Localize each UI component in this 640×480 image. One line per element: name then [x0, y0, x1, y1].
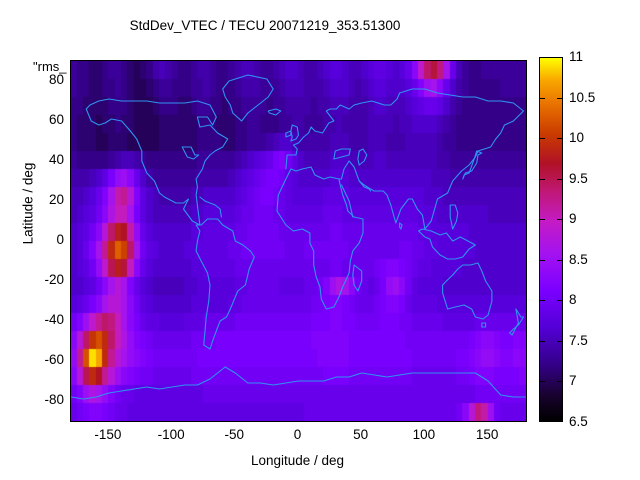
colorbar-tick-label: 10.5 [569, 89, 596, 105]
colorbar-tick-mark [539, 138, 545, 140]
colorbar-tick-mark [539, 97, 545, 99]
y-tick-label: -60 [44, 352, 64, 367]
page-title: StdDev_VTEC / TECU 20071219_353.51300 [129, 18, 401, 33]
x-tick-label: 0 [293, 427, 302, 442]
y-tick-label: 0 [56, 232, 64, 247]
map-plot-area[interactable] [70, 60, 527, 422]
colorbar-tick-mark [539, 381, 545, 383]
colorbar-tick-label: 8.5 [569, 251, 588, 267]
y-axis-ticks: 80 60 40 20 0 -20 -40 -60 -80 [0, 60, 64, 420]
colorbar-tick-mark [539, 340, 545, 342]
y-tick-label: 20 [48, 192, 64, 207]
x-tick-label: 50 [353, 427, 369, 442]
colorbar-tick-mark [557, 178, 563, 180]
colorbar-tick-label: 9 [569, 211, 577, 227]
colorbar-tick-label: 9.5 [569, 170, 588, 186]
vtec-heatmap [71, 61, 526, 421]
colorbar-tick-label: 10 [569, 130, 585, 146]
x-tick-label: -50 [224, 427, 245, 442]
y-tick-label: -20 [44, 272, 64, 287]
colorbar [539, 57, 563, 422]
colorbar-tick-mark [557, 219, 563, 221]
y-tick-label: -80 [44, 392, 64, 407]
y-axis-label: Latitude / deg [20, 162, 36, 245]
x-tick-label: 150 [475, 427, 499, 442]
x-axis-ticks: -150 -100 -50 0 50 100 150 [70, 428, 525, 446]
colorbar-tick-label: 8 [569, 292, 577, 308]
colorbar-tick-label: 7.5 [569, 332, 588, 348]
colorbar-tick-label: 7 [569, 373, 577, 389]
x-axis-label: Longitude / deg [250, 453, 345, 468]
y-tick-label: 40 [48, 152, 64, 167]
colorbar-tick-mark [557, 97, 563, 99]
x-tick-label: 100 [412, 427, 436, 442]
colorbar-tick-mark [557, 381, 563, 383]
colorbar-tick-mark [539, 259, 545, 261]
colorbar-tick-label: 6.5 [569, 414, 588, 429]
x-tick-label: -100 [157, 427, 185, 442]
y-tick-label: 60 [48, 112, 64, 127]
colorbar-tick-labels: 11 10.5 10 9.5 9 8.5 8 7.5 7 6.5 [569, 50, 639, 429]
y-tick-label: -40 [44, 312, 64, 327]
colorbar-tick-mark [539, 219, 545, 221]
colorbar-gradient [539, 57, 563, 422]
colorbar-tick-label: 11 [569, 49, 584, 64]
colorbar-tick-mark [557, 138, 563, 140]
colorbar-tick-mark [557, 340, 563, 342]
y-tick-label: 80 [48, 72, 64, 87]
colorbar-tick-mark [557, 300, 563, 302]
clipped-key-label: "rms_ [33, 60, 67, 74]
x-tick-label: -150 [94, 427, 122, 442]
colorbar-tick-mark [539, 178, 545, 180]
colorbar-tick-mark [539, 300, 545, 302]
colorbar-tick-mark [557, 259, 563, 261]
